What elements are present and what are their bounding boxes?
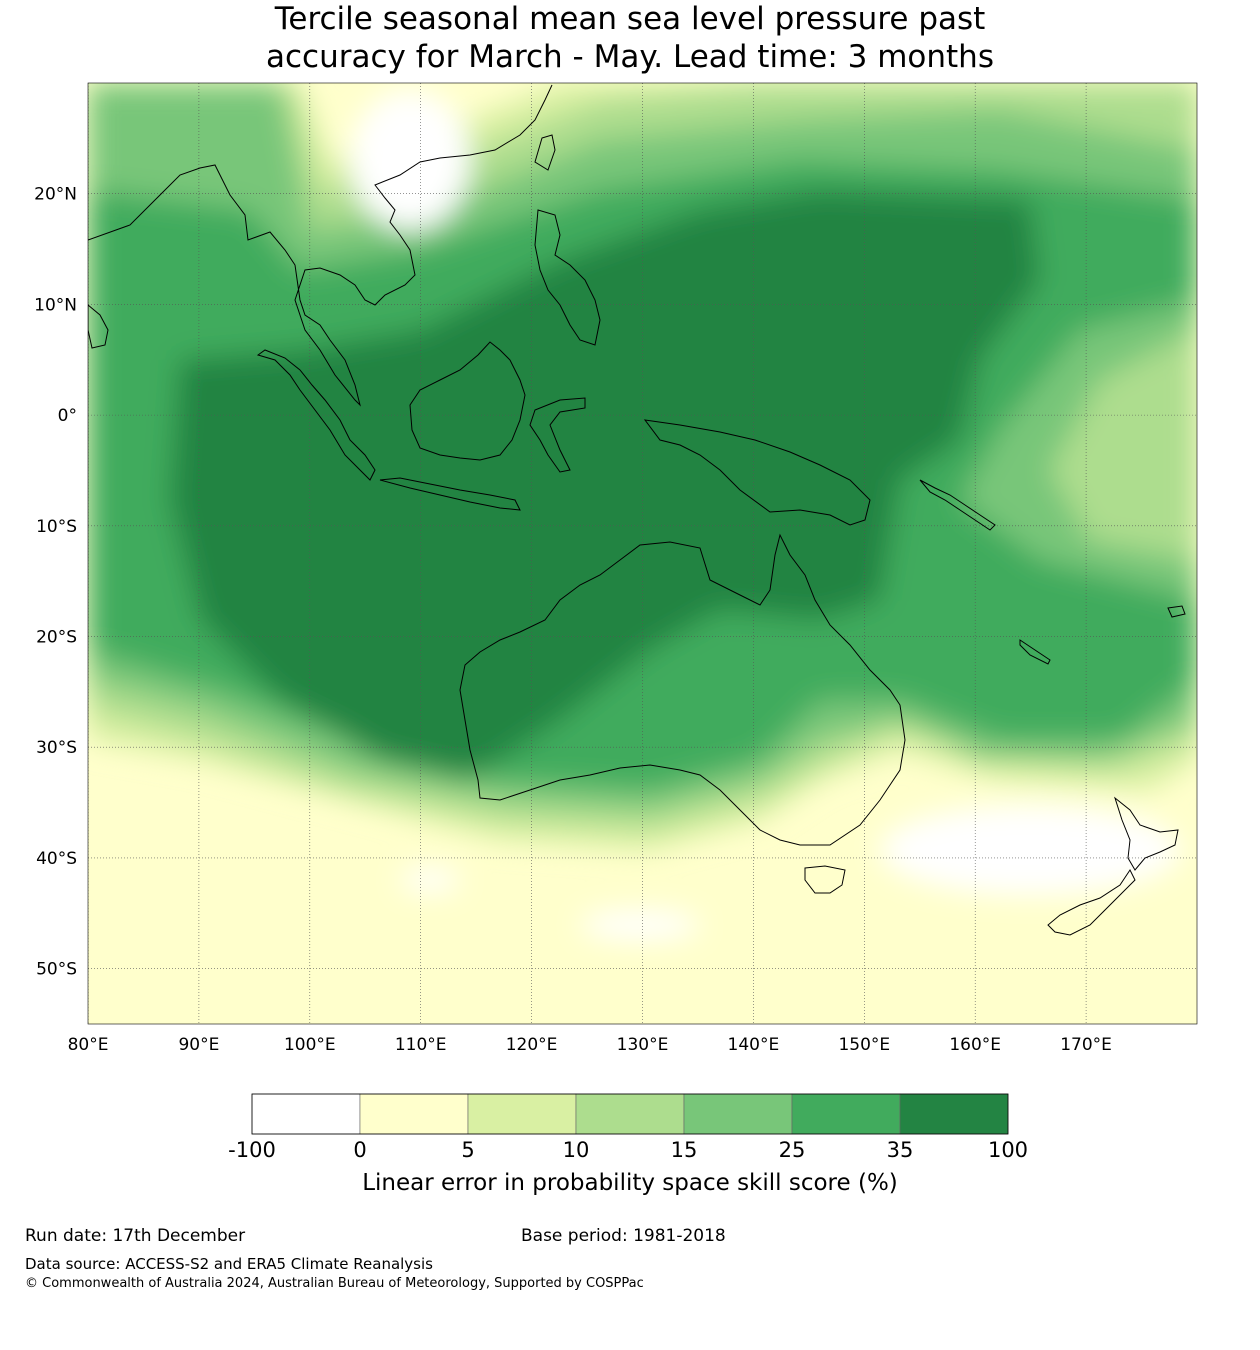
lat-tick-label: 10°S xyxy=(36,517,77,537)
skill-field xyxy=(88,83,1197,1024)
colorbar-swatch xyxy=(251,1093,361,1135)
colorbar-tick-label: 100 xyxy=(988,1138,1028,1162)
title-line-1: Tercile seasonal mean sea level pressure… xyxy=(274,1,986,37)
longitude-tick-labels: 80°E 90°E 100°E 110°E 120°E 130°E 140°E 150°E 16… xyxy=(68,1035,1112,1055)
chart-title: Tercile seasonal mean sea level pressure… xyxy=(0,0,1260,76)
coastline-solomons xyxy=(919,479,996,531)
coastline-nz-south xyxy=(1047,869,1136,936)
lon-tick-label: 120°E xyxy=(506,1035,558,1055)
colorbar: -100 0 5 10 15 25 35 100 xyxy=(228,1093,1028,1162)
lon-tick-label: 150°E xyxy=(838,1035,890,1055)
title-line-2: accuracy for March - May. Lead time: 3 m… xyxy=(266,39,994,75)
coastline-new-caledonia xyxy=(1019,639,1051,665)
coastline-newguinea xyxy=(643,419,871,526)
gridlines xyxy=(88,83,1197,1024)
colorbar-tick-label: 10 xyxy=(563,1138,590,1162)
lat-tick-label: 50°S xyxy=(36,960,77,980)
map-figure: 80°E 90°E 100°E 110°E 120°E 130°E 140°E 150°E 16… xyxy=(34,82,1198,1196)
run-date: Run date: 17th December xyxy=(25,1226,246,1246)
map-frame xyxy=(87,82,1198,1025)
coastline-tasmania xyxy=(804,865,846,894)
latitude-tick-labels: 20°N 10°N 0° 10°S 20°S 30°S 40°S 50°S xyxy=(34,185,77,980)
lat-tick-label: 30°S xyxy=(36,738,77,758)
base-period: Base period: 1981-2018 xyxy=(521,1226,726,1246)
colorbar-swatch xyxy=(791,1093,901,1135)
colorbar-tick-label: 25 xyxy=(779,1138,806,1162)
coastline-australia xyxy=(459,533,906,846)
lat-tick-label: 20°S xyxy=(36,628,77,648)
coastline-sulawesi xyxy=(529,397,586,473)
colorbar-tick-label: 5 xyxy=(461,1138,474,1162)
coastline-borneo xyxy=(409,341,526,461)
colorbar-frame xyxy=(251,1093,1009,1135)
colorbar-swatch xyxy=(359,1093,469,1135)
lat-tick-label: 0° xyxy=(58,406,77,426)
coastline-philippines xyxy=(534,209,601,346)
colorbar-tick-label: 15 xyxy=(671,1138,698,1162)
coastline-taiwan xyxy=(534,134,556,171)
colorbar-swatch xyxy=(899,1093,1009,1135)
lon-tick-label: 90°E xyxy=(178,1035,219,1055)
lon-tick-label: 110°E xyxy=(395,1035,447,1055)
lat-tick-label: 20°N xyxy=(34,185,77,205)
colorbar-swatch xyxy=(683,1093,793,1135)
coastline-sumatra xyxy=(256,349,376,481)
coastlines xyxy=(88,84,1186,936)
colorbar-title: Linear error in probability space skill … xyxy=(362,1170,898,1196)
lat-tick-label: 40°S xyxy=(36,849,77,869)
lon-tick-label: 160°E xyxy=(949,1035,1001,1055)
lon-tick-label: 170°E xyxy=(1060,1035,1112,1055)
lon-tick-label: 130°E xyxy=(617,1035,669,1055)
coastline-sri-lanka xyxy=(88,304,109,349)
lon-tick-label: 100°E xyxy=(284,1035,336,1055)
colorbar-swatch xyxy=(467,1093,577,1135)
colorbar-swatch xyxy=(575,1093,685,1135)
coastline-java xyxy=(379,477,521,511)
lat-tick-label: 10°N xyxy=(34,295,77,315)
coastline-fiji xyxy=(1167,605,1186,618)
copyright: © Commonwealth of Australia 2024, Austra… xyxy=(25,1276,644,1291)
data-source: Data source: ACCESS-S2 and ERA5 Climate … xyxy=(25,1255,433,1273)
lon-tick-label: 140°E xyxy=(728,1035,780,1055)
colorbar-tick-label: -100 xyxy=(228,1138,276,1162)
colorbar-tick-label: 0 xyxy=(353,1138,366,1162)
colorbar-tick-label: 35 xyxy=(887,1138,914,1162)
lon-tick-label: 80°E xyxy=(68,1035,109,1055)
coastline-asia xyxy=(88,84,553,407)
coastline-nz-north xyxy=(1114,796,1179,871)
